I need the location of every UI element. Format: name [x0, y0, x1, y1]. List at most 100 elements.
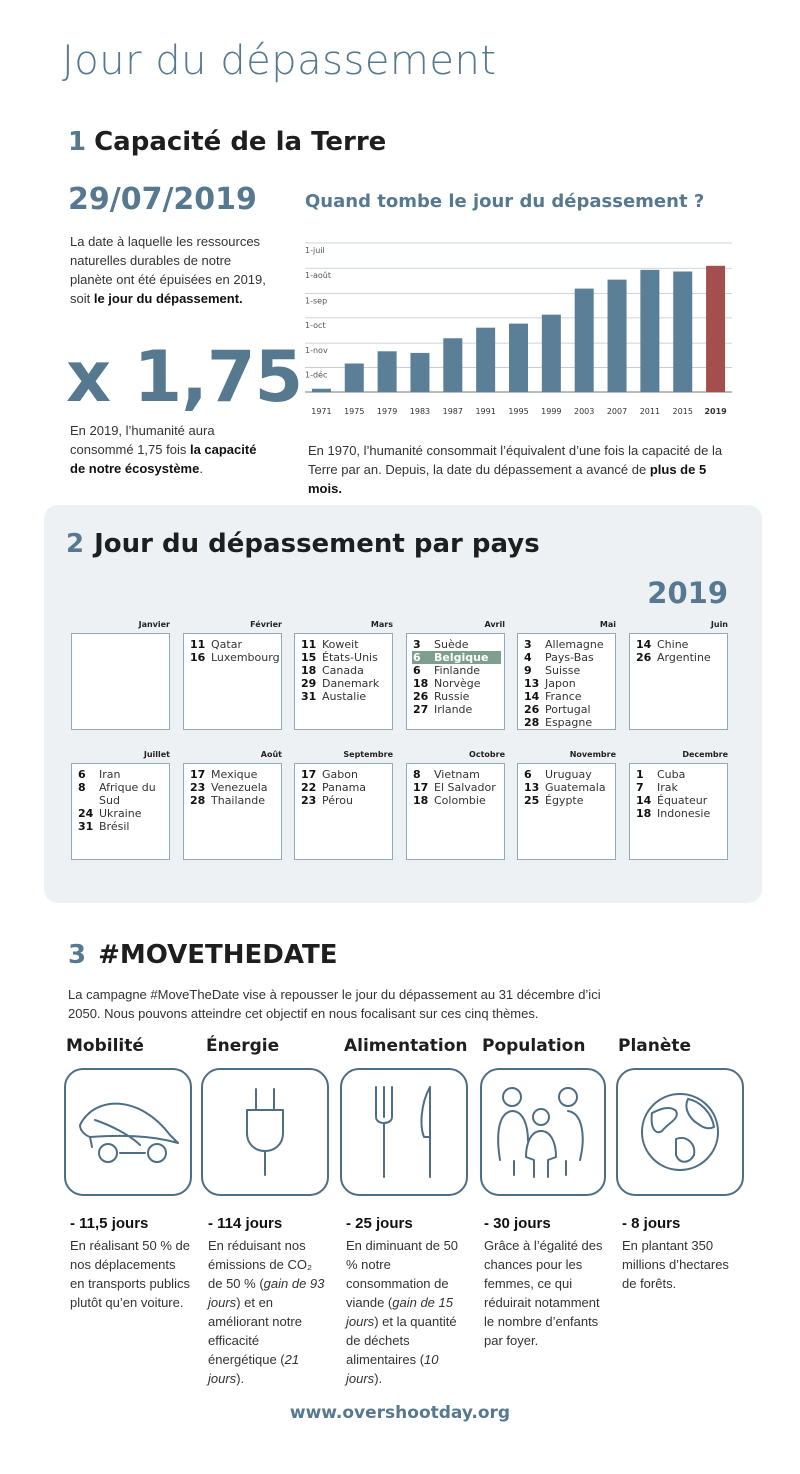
text: ) et la quantité de déchets alimentaires… — [346, 1314, 457, 1367]
country: Japon — [545, 677, 576, 690]
x-tick-label: 1995 — [508, 407, 528, 416]
country-entry: 14 Chine — [635, 638, 724, 651]
day: 16 — [190, 651, 206, 664]
country: Austalie — [322, 690, 367, 703]
strong-text: la capacité de notre écosystème — [70, 442, 257, 476]
country: Iran — [99, 768, 121, 781]
day: 1 — [636, 768, 644, 781]
country-entry: 1 Cuba — [635, 768, 724, 781]
country-entry: 18 Canada — [300, 664, 389, 677]
month-label: Septembre — [343, 750, 393, 759]
country: Chine — [657, 638, 689, 651]
text: ) et en améliorant notre efficacité éner… — [208, 1295, 302, 1367]
country: Finlande — [434, 664, 481, 677]
bar — [574, 288, 594, 392]
month-label: Octobre — [469, 750, 505, 759]
x-tick-label: 2015 — [673, 407, 693, 416]
month-box: 6 Iran 8 Afrique du Sud 24 Ukraine 31 Brésil — [71, 763, 170, 860]
bar — [311, 388, 331, 392]
day: 17 — [301, 768, 317, 781]
icon-frame — [480, 1068, 606, 1196]
section-number: 1 — [68, 127, 87, 157]
country-entry: 7 Irak — [635, 781, 724, 794]
month-box: 3 Allemagne 4 Pays-Bas 9 Suisse 13 Japon 14 Franc… — [517, 633, 616, 730]
footer-url: www.overshootday.org — [289, 1403, 511, 1423]
country-entry: 24 Ukraine — [77, 807, 166, 820]
country-entry: 22 Panama — [300, 781, 389, 794]
y-tick-label: 1-sep — [305, 296, 327, 305]
text: En plantant 350 millions d’hectares de f… — [622, 1238, 729, 1291]
overshoot-date: 29/07/2019 — [68, 182, 257, 217]
day: 27 — [413, 703, 429, 716]
month-label: Decembre — [682, 750, 728, 759]
theme-name: Mobilité — [66, 1036, 144, 1056]
bar — [377, 351, 397, 392]
chart-caption: En 1970, l’humanité consommait l’équival… — [308, 441, 733, 498]
country: Cuba — [657, 768, 686, 781]
country: États-Unis — [322, 651, 378, 664]
country: Luxembourg — [211, 651, 280, 664]
day: 28 — [190, 794, 206, 807]
icon-wheel — [147, 1143, 167, 1163]
day: 26 — [636, 651, 652, 664]
country: Mexique — [211, 768, 258, 781]
day: 14 — [636, 794, 652, 807]
country-entry: 15 États-Unis — [300, 651, 389, 664]
country-entry: 17 El Salvador — [412, 781, 501, 794]
date-description: La date à laquelle les ressources nature… — [70, 232, 270, 308]
x-tick-label: 1991 — [475, 407, 495, 416]
theme-name: Énergie — [206, 1036, 280, 1056]
country: France — [545, 690, 582, 703]
country-entry: 3 Suède — [412, 638, 501, 651]
y-tick-label: 1-déc — [305, 370, 327, 380]
country-entry: 11 Qatar — [189, 638, 278, 651]
country-entry: 6 Finlande — [412, 664, 501, 677]
x-tick-label: 1999 — [541, 407, 561, 416]
text: En diminuant de 50 % notre consommation … — [346, 1238, 459, 1310]
country: Brésil — [99, 820, 130, 833]
icon-car — [79, 1102, 179, 1148]
icon-head — [558, 1087, 578, 1107]
month-box: 14 Chine 26 Argentine — [629, 633, 728, 730]
month-box: 8 Vietnam 17 El Salvador 18 Colombie — [406, 763, 505, 860]
x-tick-label: 1975 — [344, 407, 364, 416]
country: Pérou — [322, 794, 353, 807]
country: Panama — [322, 781, 367, 794]
country-entry: 28 Espagne — [523, 716, 612, 729]
x-tick-label: 1971 — [311, 407, 331, 416]
day: 31 — [301, 690, 317, 703]
country-entry: 9 Suisse — [523, 664, 612, 677]
month-box: 3 Suède 6 Belgique 6 Finlande 18 Norvège 26 Russi… — [406, 633, 505, 730]
country: Vietnam — [434, 768, 480, 781]
day: 17 — [190, 768, 206, 781]
day: 25 — [524, 794, 540, 807]
country-entry: 29 Danemark — [300, 677, 389, 690]
country-entry: 23 Venezuela — [189, 781, 278, 794]
country-entry: 28 Thailande — [189, 794, 278, 807]
day: 8 — [413, 768, 421, 781]
country-entry: 3 Allemagne — [523, 638, 612, 651]
bar — [443, 338, 463, 392]
day: 9 — [524, 664, 532, 677]
multiplier-description: En 2019, l’humanité aura consommé 1,75 f… — [70, 421, 260, 478]
country-entry: 13 Guatemala — [523, 781, 612, 794]
month-box: 17 Mexique 23 Venezuela 28 Thailande — [183, 763, 282, 860]
icon-frame — [64, 1068, 192, 1196]
section-title: #MOVETHEDATE — [98, 940, 338, 970]
icon-frame — [201, 1068, 329, 1196]
x-tick-label: 2011 — [640, 407, 660, 416]
month-box: 11 Qatar 16 Luxembourg — [183, 633, 282, 730]
text: En 1970, l’humanité consommait l’équival… — [308, 443, 723, 477]
country: Suède — [434, 638, 469, 651]
x-tick-label: 2019 — [704, 407, 727, 416]
day: 6 — [524, 768, 532, 781]
bar — [607, 279, 627, 392]
country: Égypte — [545, 794, 584, 807]
country: Thailande — [211, 794, 266, 807]
country: Irak — [657, 781, 678, 794]
country: Espagne — [545, 716, 593, 729]
section-title: Jour du dépassement par pays — [94, 529, 540, 559]
country: Russie — [434, 690, 470, 703]
chart: 1-juil 1-août 1-sep 1-oct 1-nov 1-déc 1971 1975… — [305, 242, 732, 416]
